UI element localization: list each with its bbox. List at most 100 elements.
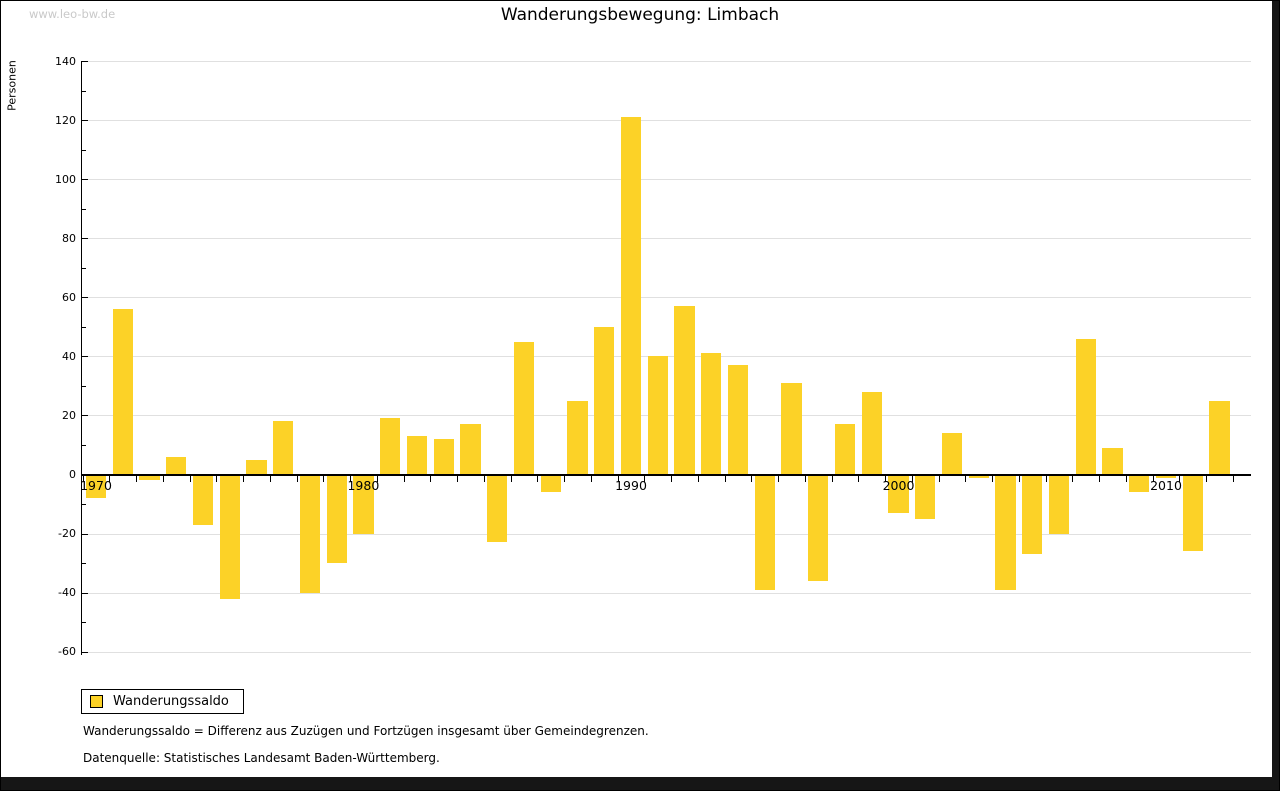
- x-tick-42: [1206, 475, 1208, 482]
- bar-1984[interactable]: [460, 424, 481, 475]
- x-tick-28: [831, 475, 833, 482]
- x-tick-30: [885, 475, 887, 482]
- bar-1973[interactable]: [166, 456, 187, 475]
- bar-1988[interactable]: [567, 400, 588, 475]
- x-tick-26: [778, 475, 780, 482]
- bar-1986[interactable]: [513, 341, 535, 475]
- x-tick-14: [457, 475, 459, 482]
- y-tick-label-100: 100: [55, 172, 76, 186]
- bar-1971[interactable]: [112, 309, 133, 475]
- footnote-source: Datenquelle: Statistisches Landesamt Bad…: [83, 751, 440, 765]
- x-tick-15: [483, 475, 485, 482]
- bar-1975[interactable]: [219, 474, 240, 599]
- x-axis-label-1970: 1970: [80, 478, 112, 493]
- y-tick-label--40: -40: [58, 586, 76, 600]
- bar-1985[interactable]: [487, 474, 508, 543]
- bar-1976[interactable]: [246, 459, 267, 475]
- y-tick--20: [82, 533, 88, 535]
- bar-1983[interactable]: [433, 439, 454, 475]
- y-tick-60: [82, 297, 88, 299]
- x-tick-34: [992, 475, 994, 482]
- x-tick-10: [350, 475, 352, 482]
- x-axis-line: [81, 473, 1251, 476]
- bar-1991[interactable]: [647, 356, 668, 475]
- bar-1993[interactable]: [701, 353, 722, 475]
- window-frame-right: [1272, 1, 1279, 790]
- x-tick-27: [804, 475, 806, 482]
- bar-2008[interactable]: [1102, 447, 1123, 475]
- y-tick-label-40: 40: [62, 349, 76, 363]
- bar-1994[interactable]: [727, 365, 749, 475]
- y-tick-label-80: 80: [62, 231, 76, 245]
- x-tick-11: [376, 475, 378, 482]
- x-tick-43: [1232, 475, 1234, 482]
- y-tick-80: [82, 238, 88, 240]
- bar-1992[interactable]: [674, 306, 695, 475]
- x-tick-23: [697, 475, 699, 482]
- bar-1998[interactable]: [834, 424, 856, 475]
- page-title: Wanderungsbewegung: Limbach: [500, 5, 780, 25]
- x-tick-12: [403, 475, 405, 482]
- bar-2005[interactable]: [1022, 474, 1043, 555]
- bar-2000[interactable]: [888, 474, 909, 513]
- y-tick--30: [82, 563, 86, 565]
- legend-box: Wanderungssaldo: [81, 689, 244, 714]
- x-tick-25: [751, 475, 753, 482]
- bar-1979[interactable]: [326, 474, 347, 564]
- y-tick-label-120: 120: [55, 113, 76, 127]
- x-axis-label-1990: 1990: [615, 478, 647, 493]
- y-tick-label-140: 140: [55, 54, 76, 68]
- y-tick-20: [82, 415, 88, 417]
- x-tick-19: [590, 475, 592, 482]
- gridline-60: [81, 297, 1251, 299]
- bar-1996[interactable]: [781, 382, 802, 475]
- y-tick-90: [82, 208, 86, 210]
- bar-2007[interactable]: [1075, 338, 1096, 475]
- bar-1974[interactable]: [192, 474, 214, 525]
- y-tick-120: [82, 120, 88, 122]
- bar-2002[interactable]: [941, 433, 963, 475]
- x-tick-22: [671, 475, 673, 482]
- bar-2003[interactable]: [968, 474, 989, 478]
- bar-1987[interactable]: [540, 474, 561, 493]
- legend-swatch-icon: [90, 695, 103, 708]
- y-tick-label--60: -60: [58, 645, 76, 659]
- y-tick--40: [82, 592, 88, 594]
- bar-1990[interactable]: [620, 117, 642, 475]
- bar-1995[interactable]: [754, 474, 775, 590]
- x-tick-2: [136, 475, 138, 482]
- bar-2009[interactable]: [1129, 474, 1150, 493]
- bar-2001[interactable]: [915, 474, 936, 519]
- y-tick-70: [82, 267, 86, 269]
- bar-1970[interactable]: [85, 474, 107, 499]
- bar-1977[interactable]: [273, 421, 294, 475]
- x-tick-8: [296, 475, 298, 482]
- y-tick-130: [82, 90, 86, 92]
- x-axis-label-2010: 2010: [1150, 478, 1182, 493]
- bar-1978[interactable]: [299, 474, 321, 593]
- bar-2004[interactable]: [995, 474, 1016, 590]
- bar-1980[interactable]: [353, 474, 374, 534]
- y-tick-label-60: 60: [62, 290, 76, 304]
- bar-1999[interactable]: [861, 391, 882, 475]
- y-tick-10: [82, 445, 86, 446]
- bar-2006[interactable]: [1048, 474, 1070, 534]
- bar-2010[interactable]: [1155, 474, 1177, 478]
- bar-1972[interactable]: [139, 474, 160, 481]
- bar-1989[interactable]: [594, 326, 615, 475]
- gridline-120: [81, 120, 1251, 122]
- x-tick-38: [1099, 475, 1101, 482]
- bar-1981[interactable]: [380, 418, 401, 475]
- x-tick-29: [858, 475, 860, 482]
- footnote-definition: Wanderungssaldo = Differenz aus Zuzügen …: [83, 724, 649, 738]
- y-tick--50: [82, 622, 86, 624]
- bar-2011[interactable]: [1182, 474, 1203, 552]
- y-axis-line: [81, 61, 82, 655]
- y-tick-label--20: -20: [58, 527, 76, 541]
- bar-1982[interactable]: [406, 436, 428, 475]
- bar-1997[interactable]: [808, 474, 829, 581]
- x-tick-17: [537, 475, 539, 482]
- x-tick-16: [510, 475, 512, 482]
- bar-2012[interactable]: [1209, 400, 1230, 475]
